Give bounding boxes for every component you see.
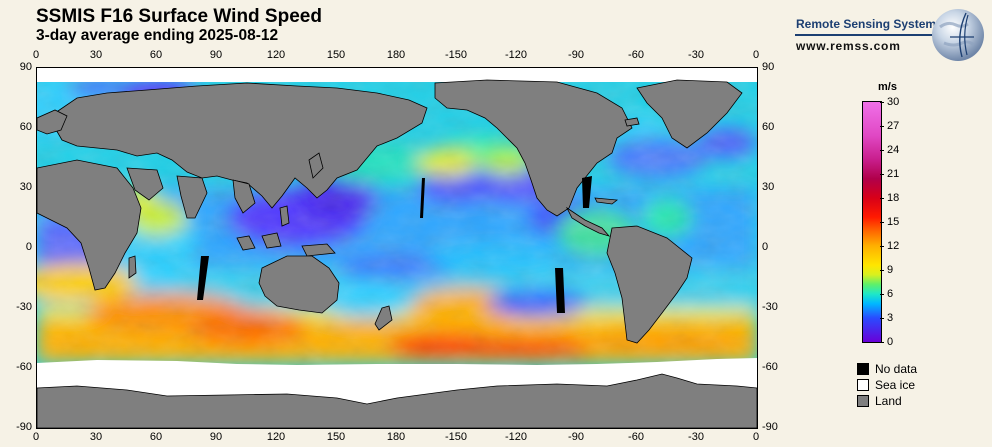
legend-swatch-land [857, 395, 869, 407]
map-subtitle: 3-day average ending 2025-08-12 [36, 27, 279, 44]
lon-tick-label-top: 150 [326, 49, 346, 61]
colorbar-tick [880, 270, 884, 271]
lon-tick-label-top: 0 [32, 49, 40, 61]
lat-tick-label-right: 90 [762, 61, 775, 73]
lon-tick-label-bottom: 90 [209, 431, 223, 443]
colorbar-tick-label: 3 [887, 312, 894, 324]
colorbar-tick [880, 174, 884, 175]
lon-tick-label-bottom: 0 [32, 431, 40, 443]
colorbar-tick-label: 30 [887, 96, 900, 108]
lon-tick-label-bottom: 30 [89, 431, 103, 443]
lon-tick-label-bottom: -60 [628, 431, 644, 443]
lon-tick-label-top: 180 [386, 49, 406, 61]
lon-tick-label-top: -120 [504, 49, 528, 61]
lat-tick-label-right: -90 [762, 421, 778, 433]
lon-tick-label-top: -150 [444, 49, 468, 61]
lon-tick-label-top: 30 [89, 49, 103, 61]
colorbar-tick-label: 15 [887, 216, 900, 228]
lon-tick-label-bottom: 150 [326, 431, 346, 443]
lon-tick-label-bottom: 0 [752, 431, 760, 443]
brand-rule [795, 34, 955, 36]
map-title: SSMIS F16 Surface Wind Speed [36, 6, 322, 27]
legend-label-sea-ice: Sea ice [875, 378, 916, 392]
colorbar-tick [880, 294, 884, 295]
lat-tick-label-left: 30 [19, 181, 32, 193]
lon-tick-label-bottom: 60 [149, 431, 163, 443]
lon-tick-label-top: 60 [149, 49, 163, 61]
lon-tick-label-bottom: 120 [266, 431, 286, 443]
lon-tick-label-top: 120 [266, 49, 286, 61]
lat-tick-label-left: -30 [16, 301, 32, 313]
lat-tick-label-left: 60 [19, 121, 32, 133]
colorbar-tick-label: 18 [887, 192, 900, 204]
colorbar [862, 101, 882, 343]
lon-tick-label-bottom: 180 [386, 431, 406, 443]
land-masses [37, 79, 757, 428]
colorbar-tick-label: 21 [887, 168, 900, 180]
colorbar-tick-label: 12 [887, 240, 900, 252]
colorbar-tick-label: 24 [887, 144, 900, 156]
lon-tick-label-top: -90 [568, 49, 584, 61]
lat-tick-label-left: 90 [19, 61, 32, 73]
wind-map-svg [37, 68, 757, 428]
legend-swatch-no-data [857, 363, 869, 375]
colorbar-tick [880, 318, 884, 319]
arctic-blank [37, 68, 757, 82]
colorbar-tick-label: 27 [887, 120, 900, 132]
colorbar-tick [880, 246, 884, 247]
brand-name: Remote Sensing Systems [796, 17, 943, 31]
brand-url: www.remss.com [796, 39, 901, 53]
legend-swatch-sea-ice [857, 379, 869, 391]
lat-tick-label-left: 0 [25, 241, 32, 253]
lon-tick-label-bottom: -150 [444, 431, 468, 443]
globe-logo-icon [932, 9, 984, 61]
lat-tick-label-left: -90 [16, 421, 32, 433]
legend-label-land: Land [875, 394, 902, 408]
colorbar-tick-label: 9 [887, 264, 894, 276]
colorbar-tick-label: 6 [887, 288, 894, 300]
wind-speed-map [36, 67, 758, 429]
lat-tick-label-left: -60 [16, 361, 32, 373]
colorbar-unit: m/s [878, 81, 897, 93]
lon-tick-label-top: 0 [752, 49, 760, 61]
colorbar-tick [880, 126, 884, 127]
lat-tick-label-right: -30 [762, 301, 778, 313]
lat-tick-label-right: 60 [762, 121, 775, 133]
lat-tick-label-right: 0 [762, 241, 769, 253]
lon-tick-label-top: -30 [688, 49, 704, 61]
colorbar-tick-label: 0 [887, 336, 894, 348]
colorbar-tick [880, 222, 884, 223]
no-data-swaths [197, 176, 592, 313]
lon-tick-label-bottom: -90 [568, 431, 584, 443]
lat-tick-label-right: -60 [762, 361, 778, 373]
colorbar-tick [880, 342, 884, 343]
lon-tick-label-top: 90 [209, 49, 223, 61]
legend-label-no-data: No data [875, 362, 918, 376]
lon-tick-label-bottom: -120 [504, 431, 528, 443]
lon-tick-label-bottom: -30 [688, 431, 704, 443]
colorbar-tick [880, 198, 884, 199]
colorbar-tick [880, 150, 884, 151]
lon-tick-label-top: -60 [628, 49, 644, 61]
colorbar-tick [880, 102, 884, 103]
lat-tick-label-right: 30 [762, 181, 775, 193]
